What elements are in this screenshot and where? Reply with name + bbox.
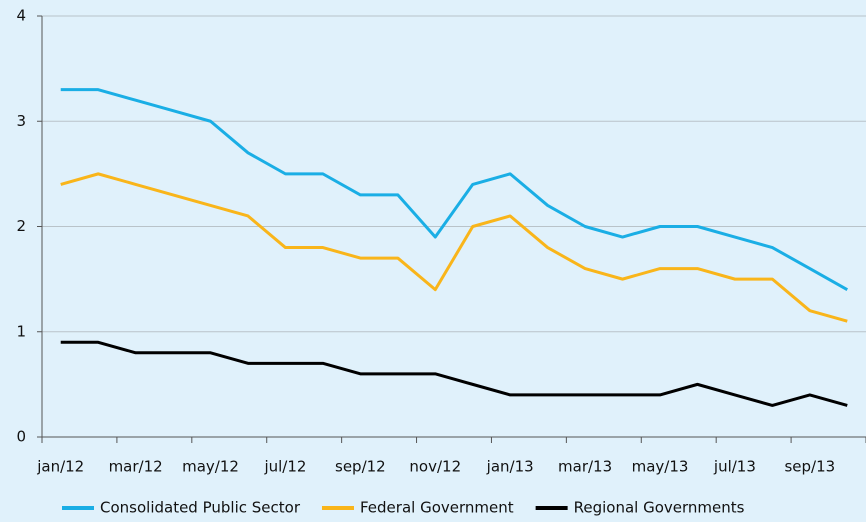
- x-tick-label: sep/12: [335, 458, 386, 476]
- x-tick-label: mar/12: [109, 458, 163, 476]
- y-tick-label: 3: [16, 112, 26, 130]
- legend-label: Consolidated Public Sector: [100, 499, 301, 517]
- legend-label: Federal Government: [360, 499, 514, 517]
- x-tick-label: jan/13: [486, 458, 534, 476]
- series-line: [60, 172, 848, 323]
- y-tick-label: 1: [16, 322, 26, 340]
- x-tick-label: jul/12: [263, 458, 306, 476]
- x-tick-label: nov/12: [409, 458, 461, 476]
- y-tick-label: 4: [16, 7, 26, 25]
- x-tick-label: sep/13: [784, 458, 835, 476]
- x-tick-label: jan/12: [36, 458, 84, 476]
- x-tick-label: mar/13: [558, 458, 612, 476]
- legend-label: Regional Governments: [574, 499, 745, 517]
- x-tick-label: may/13: [632, 458, 689, 476]
- y-tick-label: 2: [16, 217, 26, 235]
- y-tick-label: 0: [16, 428, 26, 446]
- x-tick-label: may/12: [182, 458, 239, 476]
- x-tick-label: jul/13: [713, 458, 756, 476]
- series-line: [60, 340, 848, 407]
- series-line: [60, 88, 849, 291]
